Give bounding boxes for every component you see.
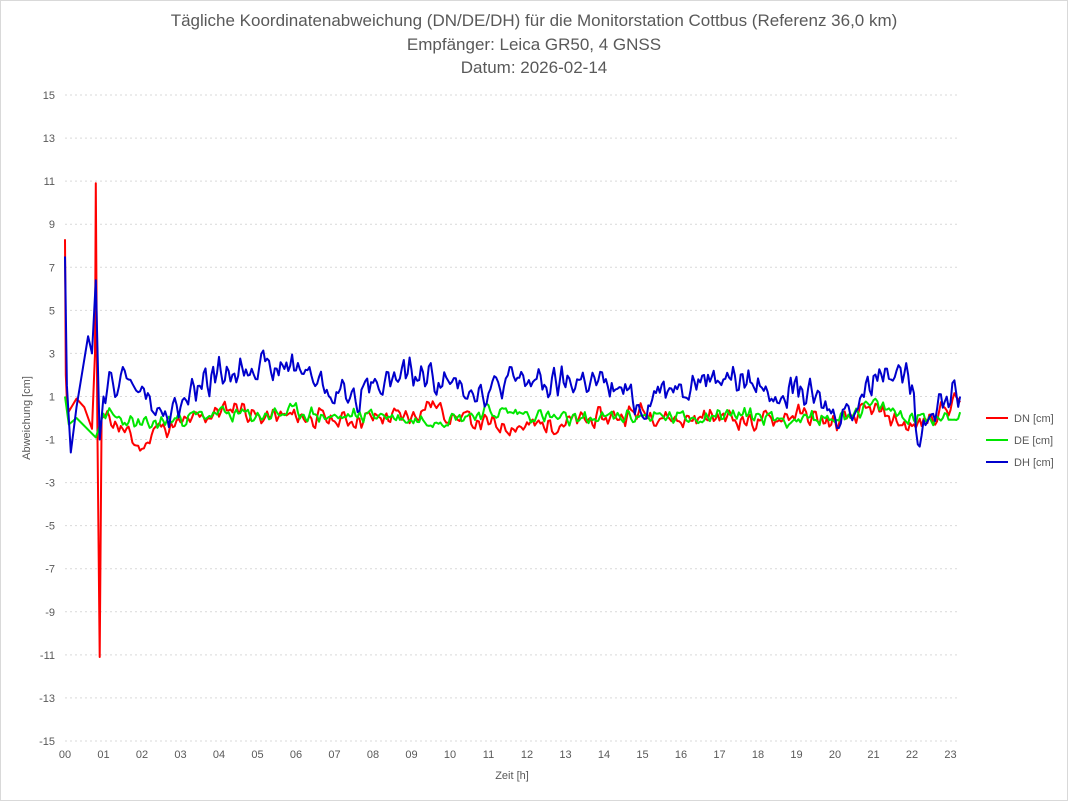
x-tick-label: 03 bbox=[174, 749, 186, 761]
x-tick-label: 02 bbox=[136, 749, 148, 761]
y-tick-label: -9 bbox=[45, 607, 55, 619]
y-tick-label: 5 bbox=[49, 305, 55, 317]
series-line-de bbox=[64, 396, 962, 439]
x-tick-label: 22 bbox=[906, 749, 918, 761]
x-tick-label: 23 bbox=[944, 749, 956, 761]
x-tick-labels: 00 01 02 03 04 05 06 07 08 09 10 11 12 13 14 15 16 17 18 19… bbox=[59, 749, 957, 761]
y-tick-label: 15 bbox=[43, 90, 55, 102]
chart-title: Tägliche Koordinatenabweichung (DN/DE/DH… bbox=[170, 11, 898, 30]
x-tick-label: 19 bbox=[790, 749, 802, 761]
y-tick-label: -15 bbox=[39, 736, 55, 748]
legend-label-de: DE [cm] bbox=[1014, 435, 1053, 447]
x-tick-label: 12 bbox=[521, 749, 533, 761]
x-tick-label: 17 bbox=[713, 749, 725, 761]
x-tick-label: 09 bbox=[405, 749, 417, 761]
x-tick-label: 16 bbox=[675, 749, 687, 761]
x-tick-label: 18 bbox=[752, 749, 764, 761]
series-line-dn bbox=[64, 182, 961, 658]
x-tick-label: 04 bbox=[213, 749, 225, 761]
y-tick-label: -1 bbox=[45, 435, 55, 447]
y-tick-label: -3 bbox=[45, 478, 55, 490]
y-tick-label: 11 bbox=[44, 176, 55, 188]
x-tick-label: 01 bbox=[97, 749, 109, 761]
y-tick-label: -13 bbox=[39, 693, 55, 705]
x-tick-label: 08 bbox=[367, 749, 379, 761]
y-tick-label: 3 bbox=[49, 348, 55, 360]
y-tick-label: 9 bbox=[49, 219, 55, 231]
x-axis-label: Zeit [h] bbox=[495, 770, 529, 782]
x-tick-label: 07 bbox=[328, 749, 340, 761]
series-line-dh bbox=[64, 256, 962, 454]
x-tick-label: 13 bbox=[559, 749, 571, 761]
y-tick-labels: 15 13 11 9 7 5 3 1 -1 -3 -5 -7 -9 -11 -13 -15 bbox=[39, 90, 55, 748]
legend-label-dh: DH [cm] bbox=[1014, 457, 1054, 469]
y-tick-label: -5 bbox=[45, 521, 55, 533]
series-lines bbox=[64, 182, 962, 658]
x-tick-label: 11 bbox=[483, 749, 494, 761]
x-tick-label: 15 bbox=[636, 749, 648, 761]
x-tick-label: 05 bbox=[251, 749, 263, 761]
x-tick-label: 06 bbox=[290, 749, 302, 761]
x-tick-label: 21 bbox=[867, 749, 879, 761]
y-tick-label: -11 bbox=[40, 650, 55, 662]
chart-date: Datum: 2026-02-14 bbox=[460, 58, 608, 77]
y-tick-label: 13 bbox=[43, 133, 55, 145]
x-tick-label: 20 bbox=[829, 749, 841, 761]
y-tick-label: 1 bbox=[49, 391, 55, 403]
y-axis-label: Abweichung [cm] bbox=[21, 376, 33, 460]
grid-lines bbox=[65, 94, 960, 742]
chart-subtitle: Empfänger: Leica GR50, 4 GNSS bbox=[406, 35, 662, 54]
legend-label-dn: DN [cm] bbox=[1014, 413, 1054, 425]
y-tick-label: 7 bbox=[49, 262, 55, 274]
y-tick-label: -7 bbox=[45, 564, 55, 576]
legend: DN [cm] DE [cm] DH [cm] bbox=[986, 413, 1054, 469]
x-tick-label: 14 bbox=[598, 749, 610, 761]
x-tick-label: 00 bbox=[59, 749, 71, 761]
x-tick-label: 10 bbox=[444, 749, 456, 761]
